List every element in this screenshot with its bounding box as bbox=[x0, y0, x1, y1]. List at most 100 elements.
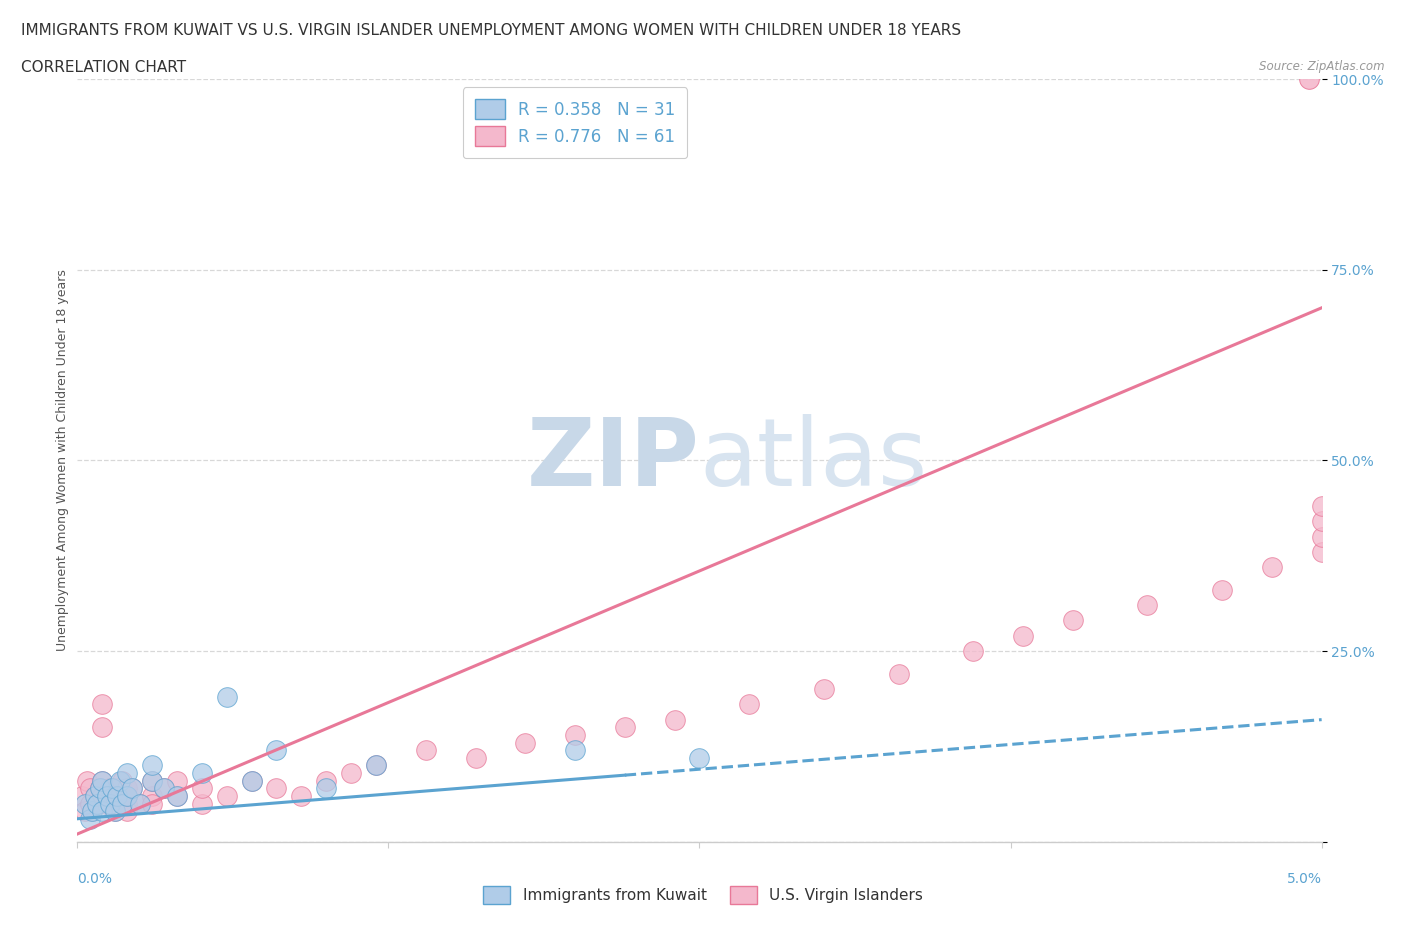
Point bbox=[1012, 629, 1035, 644]
Point bbox=[1261, 560, 1284, 575]
Point bbox=[266, 781, 288, 796]
Point bbox=[613, 720, 636, 735]
Point bbox=[315, 781, 337, 796]
Point bbox=[105, 781, 128, 796]
Point bbox=[738, 697, 761, 711]
Point bbox=[1211, 582, 1233, 597]
Point bbox=[73, 796, 96, 811]
Legend: Immigrants from Kuwait, U.S. Virgin Islanders: Immigrants from Kuwait, U.S. Virgin Isla… bbox=[472, 875, 934, 915]
Point bbox=[1062, 613, 1084, 628]
Point bbox=[115, 765, 138, 780]
Point bbox=[1310, 529, 1333, 544]
Point bbox=[813, 682, 835, 697]
Point bbox=[191, 765, 214, 780]
Point bbox=[364, 758, 387, 773]
Point bbox=[128, 796, 150, 811]
Point bbox=[464, 751, 486, 765]
Point bbox=[121, 781, 143, 796]
Point bbox=[82, 804, 104, 818]
Point bbox=[1298, 72, 1320, 86]
Point bbox=[73, 804, 96, 818]
Text: ZIP: ZIP bbox=[527, 415, 700, 506]
Point bbox=[89, 781, 111, 796]
Point bbox=[76, 773, 98, 788]
Y-axis label: Unemployment Among Women with Children Under 18 years: Unemployment Among Women with Children U… bbox=[56, 270, 69, 651]
Point bbox=[128, 796, 150, 811]
Point bbox=[153, 781, 176, 796]
Point bbox=[108, 773, 131, 788]
Point bbox=[79, 781, 101, 796]
Point bbox=[115, 781, 138, 796]
Text: 0.0%: 0.0% bbox=[77, 872, 112, 886]
Point bbox=[191, 781, 214, 796]
Point bbox=[364, 758, 387, 773]
Point bbox=[1310, 498, 1333, 513]
Point bbox=[79, 811, 101, 826]
Point bbox=[105, 789, 128, 804]
Text: 5.0%: 5.0% bbox=[1286, 872, 1322, 886]
Point bbox=[108, 789, 131, 804]
Point bbox=[141, 796, 163, 811]
Point bbox=[141, 789, 163, 804]
Point bbox=[115, 804, 138, 818]
Point bbox=[315, 773, 337, 788]
Point bbox=[962, 644, 984, 658]
Point bbox=[115, 789, 138, 804]
Point bbox=[415, 743, 437, 758]
Point bbox=[141, 758, 163, 773]
Text: CORRELATION CHART: CORRELATION CHART bbox=[21, 60, 186, 75]
Point bbox=[91, 697, 114, 711]
Point bbox=[115, 796, 138, 811]
Point bbox=[101, 789, 124, 804]
Point bbox=[82, 804, 104, 818]
Point bbox=[121, 781, 143, 796]
Point bbox=[664, 712, 686, 727]
Point bbox=[1310, 514, 1333, 529]
Point bbox=[91, 789, 114, 804]
Point bbox=[83, 789, 105, 804]
Point bbox=[96, 789, 118, 804]
Point bbox=[86, 796, 108, 811]
Point bbox=[91, 720, 114, 735]
Text: IMMIGRANTS FROM KUWAIT VS U.S. VIRGIN ISLANDER UNEMPLOYMENT AMONG WOMEN WITH CHI: IMMIGRANTS FROM KUWAIT VS U.S. VIRGIN IS… bbox=[21, 23, 962, 38]
Point bbox=[141, 773, 163, 788]
Text: Source: ZipAtlas.com: Source: ZipAtlas.com bbox=[1260, 60, 1385, 73]
Point bbox=[166, 789, 188, 804]
Point bbox=[166, 773, 188, 788]
Point bbox=[515, 735, 537, 750]
Point bbox=[86, 796, 108, 811]
Point bbox=[564, 743, 586, 758]
Point bbox=[191, 796, 214, 811]
Point bbox=[79, 796, 101, 811]
Point bbox=[166, 789, 188, 804]
Point bbox=[111, 773, 134, 788]
Point bbox=[1136, 598, 1159, 613]
Point bbox=[98, 796, 121, 811]
Point bbox=[564, 727, 586, 742]
Point bbox=[340, 765, 363, 780]
Point bbox=[72, 789, 94, 804]
Point bbox=[240, 773, 263, 788]
Point bbox=[83, 789, 105, 804]
Point bbox=[111, 796, 134, 811]
Point bbox=[1310, 544, 1333, 559]
Point bbox=[91, 773, 114, 788]
Point bbox=[91, 804, 114, 818]
Text: atlas: atlas bbox=[700, 415, 928, 506]
Point bbox=[141, 773, 163, 788]
Point bbox=[104, 804, 127, 818]
Point bbox=[153, 781, 176, 796]
Point bbox=[266, 743, 288, 758]
Point bbox=[887, 667, 910, 682]
Point bbox=[101, 781, 124, 796]
Point bbox=[290, 789, 312, 804]
Point bbox=[104, 804, 127, 818]
Point bbox=[91, 773, 114, 788]
Point bbox=[96, 796, 118, 811]
Point bbox=[240, 773, 263, 788]
Point bbox=[89, 781, 111, 796]
Legend: R = 0.358   N = 31, R = 0.776   N = 61: R = 0.358 N = 31, R = 0.776 N = 61 bbox=[463, 87, 688, 158]
Point bbox=[98, 781, 121, 796]
Point bbox=[689, 751, 711, 765]
Point bbox=[215, 689, 238, 704]
